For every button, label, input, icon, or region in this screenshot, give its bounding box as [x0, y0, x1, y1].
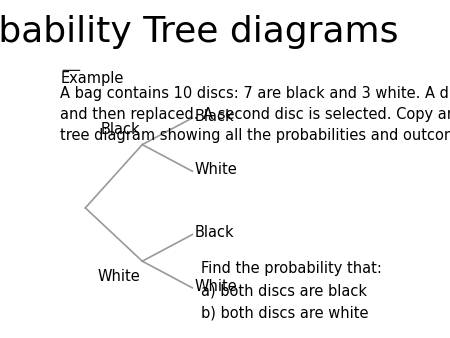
Text: Black: Black — [194, 225, 234, 240]
Text: Black: Black — [100, 122, 140, 137]
Text: Example: Example — [60, 71, 124, 86]
Text: White: White — [97, 268, 140, 284]
Text: White: White — [194, 162, 237, 177]
Text: A bag contains 10 discs: 7 are black and 3 white. A disc is selected,
and then r: A bag contains 10 discs: 7 are black and… — [60, 86, 450, 143]
Text: Black: Black — [194, 109, 234, 124]
Text: White: White — [194, 279, 237, 294]
Text: Find the probability that:
a) both discs are black
b) both discs are white: Find the probability that: a) both discs… — [202, 261, 382, 320]
Text: Probability Tree diagrams: Probability Tree diagrams — [0, 15, 398, 49]
